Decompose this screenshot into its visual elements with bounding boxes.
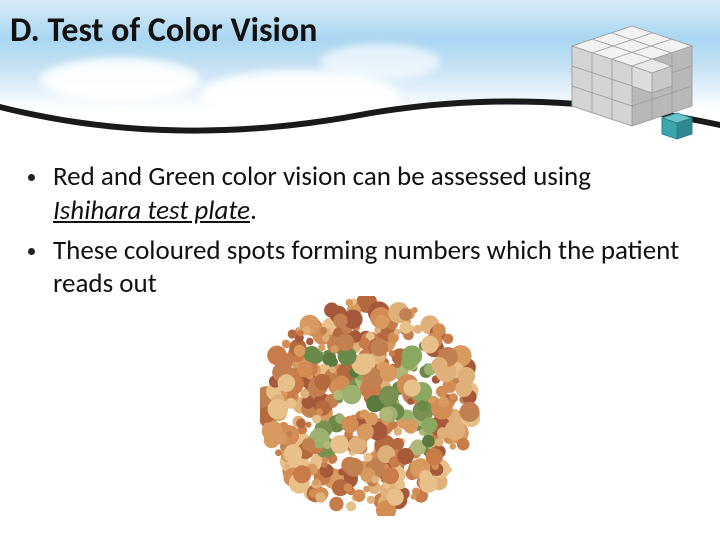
bullet-text-pre: Red and Green color vision can be assess… bbox=[53, 160, 591, 193]
slide-title: D. Test of Color Vision bbox=[10, 10, 317, 51]
cube-decoration bbox=[532, 6, 702, 156]
bullet-item: These coloured spots forming numbers whi… bbox=[28, 234, 680, 302]
bullet-text-pre: These coloured spots forming numbers whi… bbox=[53, 234, 679, 301]
bullet-marker bbox=[28, 174, 35, 181]
bullet-text: Red and Green color vision can be assess… bbox=[53, 160, 680, 228]
bullet-text-post: . bbox=[250, 194, 257, 227]
bullet-item: Red and Green color vision can be assess… bbox=[28, 160, 680, 228]
bullet-marker bbox=[28, 248, 35, 255]
ishihara-plate bbox=[260, 296, 480, 516]
ishihara-link[interactable]: Ishihara test plate bbox=[53, 194, 250, 227]
body-content: Red and Green color vision can be assess… bbox=[28, 160, 680, 307]
cloud-shape bbox=[320, 44, 440, 80]
bullet-text: These coloured spots forming numbers whi… bbox=[53, 234, 680, 302]
